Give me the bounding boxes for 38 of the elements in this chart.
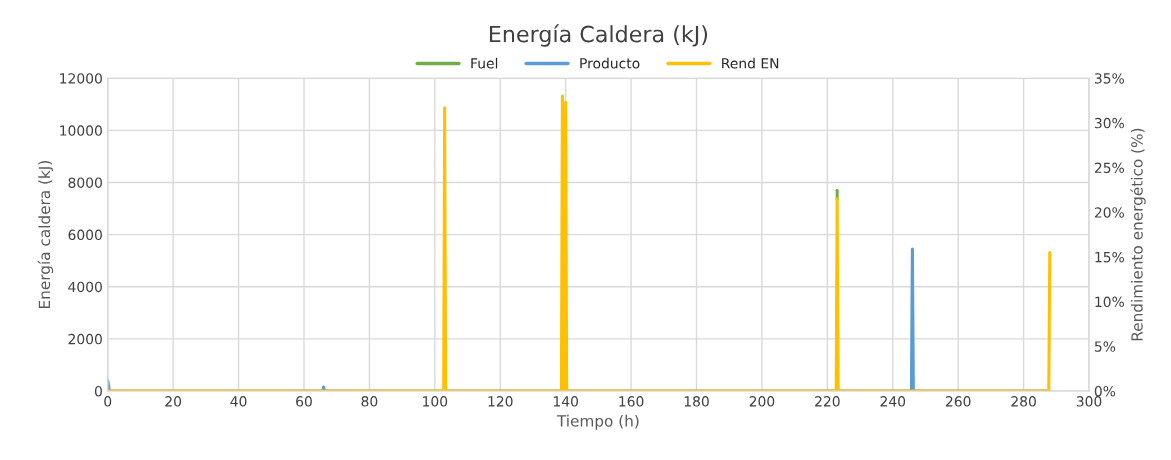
x-tick-label: 260 — [945, 396, 971, 407]
x-tick-label: 40 — [230, 396, 247, 407]
x-tick-label: 280 — [1011, 396, 1036, 407]
legend-label: Producto — [580, 57, 640, 69]
y-axis-title: Energía caldera (kJ) — [37, 161, 54, 308]
y2-tick-label: 30% — [1094, 117, 1124, 129]
x-tick-label: 180 — [684, 396, 709, 407]
legend-label: Rend EN — [722, 57, 779, 69]
x-tick-label: 140 — [553, 396, 578, 407]
x-axis-title: Tiempo (h) — [556, 414, 639, 430]
chart-title: Energía Caldera (kJ) — [489, 24, 708, 47]
y2-tick-label: 10% — [1095, 296, 1124, 308]
x-tick-label: 240 — [880, 396, 906, 407]
y-tick-label: 6000 — [68, 229, 102, 241]
y2-tick-label: 20% — [1094, 207, 1124, 218]
y2-axis-title: Rendimiento energético (%) — [1130, 128, 1146, 341]
y-tick-label: 10000 — [60, 125, 102, 136]
x-tick-label: 200 — [749, 396, 775, 407]
x-tick-label: 120 — [488, 396, 513, 407]
legend-label: Fuel — [471, 57, 498, 69]
y2-tick-label: 35% — [1094, 73, 1124, 84]
x-tick-label: 220 — [815, 396, 840, 407]
x-tick-label: 160 — [619, 396, 644, 407]
x-tick-label: 300 — [1076, 396, 1102, 407]
y-tick-label: 2000 — [68, 333, 102, 345]
x-tick-label: 20 — [165, 396, 182, 407]
y2-tick-label: 15% — [1095, 251, 1124, 263]
y2-tick-label: 0% — [1094, 385, 1116, 397]
y-tick-label: 12000 — [60, 73, 102, 84]
x-tick-label: 0 — [104, 396, 112, 407]
y-tick-label: 8000 — [68, 177, 102, 188]
y2-tick-label: 5% — [1094, 341, 1116, 352]
y-tick-label: 4000 — [68, 281, 102, 293]
y2-tick-label: 25% — [1094, 162, 1124, 174]
x-tick-label: 100 — [423, 396, 448, 407]
x-tick-label: 60 — [296, 396, 312, 407]
x-tick-label: 80 — [361, 396, 378, 407]
y-tick-label: 0 — [94, 385, 102, 397]
